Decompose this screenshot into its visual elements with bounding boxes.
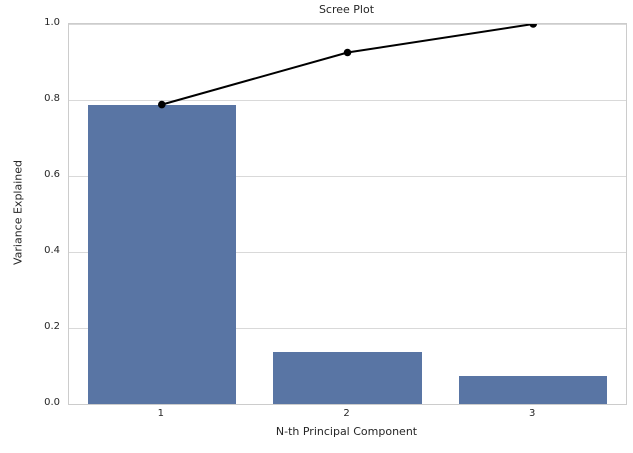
line-marker-pc-3 [529,24,537,28]
x-tick-label: 1 [157,408,165,419]
bar-pc-2 [273,351,422,404]
plot-area [68,23,627,405]
y-tick-label: 0.4 [44,245,60,256]
cumulative-line [161,24,534,106]
y-tick-label: 0.6 [44,169,60,180]
y-tick-label: 0.0 [44,397,60,408]
x-tick-label: 2 [343,408,350,419]
y-gridline [69,404,626,405]
bar-pc-1 [87,104,237,404]
y-tick-label: 1.0 [44,17,60,28]
y-gridline [69,100,626,101]
chart-title: Scree Plot [318,3,375,16]
bar-pc-3 [458,375,608,404]
y-gridline [69,252,626,253]
y-tick-label: 0.2 [44,321,60,332]
cumulative-line-layer [158,24,537,109]
x-tick-label: 3 [528,408,536,419]
line-marker-pc-2 [343,48,352,57]
y-axis-label: Variance Explained [11,159,25,266]
y-gridline [69,176,626,177]
y-tick-label: 0.8 [44,93,60,104]
y-gridline [69,24,626,25]
x-axis-label: N-th Principal Component [275,425,418,438]
line-marker-pc-1 [158,100,166,109]
y-gridline [69,328,626,329]
